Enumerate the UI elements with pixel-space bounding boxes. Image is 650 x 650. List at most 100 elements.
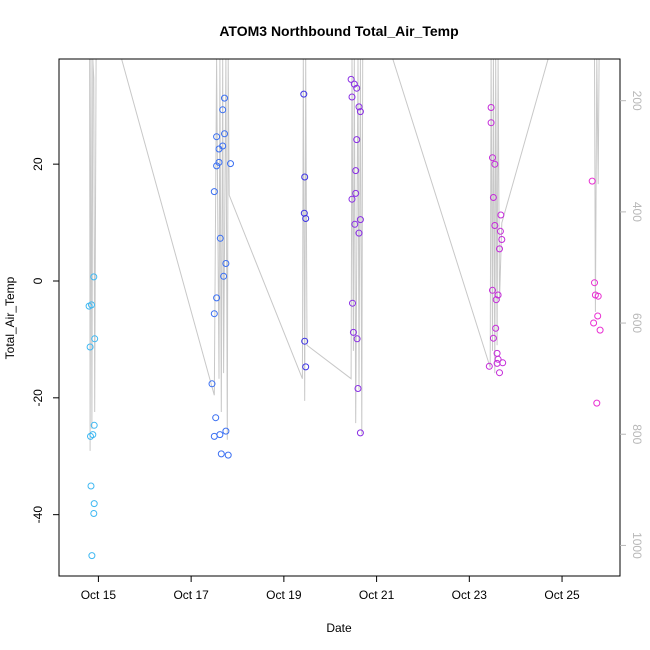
data-point xyxy=(498,236,506,243)
data-point xyxy=(492,324,500,332)
data-point xyxy=(90,500,98,508)
data-point xyxy=(354,385,362,392)
data-point xyxy=(222,260,230,267)
altitude-trace-line xyxy=(89,58,600,451)
altitude-trace-layer xyxy=(89,58,600,451)
y2-tick-label: 1000 xyxy=(630,532,644,559)
series-6 xyxy=(588,177,604,407)
series-1 xyxy=(85,273,99,560)
y2-tick-label: 200 xyxy=(630,91,644,111)
data-point xyxy=(302,363,310,371)
data-point xyxy=(87,432,94,440)
data-point xyxy=(348,93,356,101)
data-point xyxy=(302,215,310,222)
data-point xyxy=(590,319,598,327)
data-point xyxy=(221,94,228,102)
series-4 xyxy=(347,75,364,437)
data-point xyxy=(489,154,496,162)
y-axis: -40 -20 0 20 xyxy=(31,157,59,523)
data-point xyxy=(594,312,602,320)
data-point xyxy=(485,362,493,370)
data-point xyxy=(216,431,224,439)
data-point xyxy=(347,75,355,83)
data-point xyxy=(355,103,363,111)
y2-tick-label: 800 xyxy=(630,424,644,444)
data-point xyxy=(212,414,220,422)
data-point xyxy=(489,194,497,201)
data-point xyxy=(489,334,497,342)
y-tick-label: 0 xyxy=(31,277,45,284)
data-point xyxy=(213,133,221,141)
data-point xyxy=(219,142,227,150)
data-point xyxy=(494,355,502,363)
y2-tick-label: 600 xyxy=(630,313,644,333)
data-point xyxy=(491,160,499,168)
data-point xyxy=(355,229,363,237)
data-point xyxy=(301,337,309,345)
series-3 xyxy=(300,90,310,371)
data-point xyxy=(494,291,502,299)
data-point xyxy=(210,432,218,440)
data-point xyxy=(215,158,223,166)
data-point xyxy=(210,310,218,318)
data-point xyxy=(217,450,225,458)
data-point xyxy=(496,227,504,235)
data-point xyxy=(492,296,500,304)
data-point xyxy=(496,245,503,253)
data-point xyxy=(588,177,596,185)
series-5 xyxy=(485,104,507,377)
x-tick-label: Oct 23 xyxy=(452,588,488,602)
data-point xyxy=(222,427,230,435)
data-point xyxy=(352,167,360,175)
data-point xyxy=(487,104,495,111)
data-point xyxy=(499,359,507,367)
data-point xyxy=(208,380,216,388)
data-point xyxy=(356,216,364,224)
y2-tick-label: 400 xyxy=(630,202,644,222)
data-point xyxy=(90,421,98,429)
data-point xyxy=(356,429,364,437)
points-layer xyxy=(85,75,604,560)
data-point xyxy=(353,335,361,343)
data-point xyxy=(88,301,95,309)
data-point xyxy=(87,482,95,490)
data-point xyxy=(90,510,98,517)
x-axis-label: Date xyxy=(326,621,352,635)
data-point xyxy=(489,286,496,294)
chart-title: ATOM3 Northbound Total_Air_Temp xyxy=(219,23,458,39)
x-tick-label: Oct 15 xyxy=(81,588,117,602)
data-point xyxy=(487,119,495,127)
data-point xyxy=(88,552,96,560)
x-axis: Oct 15 Oct 17 Oct 19 Oct 21 Oct 23 Oct 25 xyxy=(81,576,580,602)
data-point xyxy=(221,130,228,138)
x-tick-label: Oct 25 xyxy=(544,588,580,602)
data-point xyxy=(227,160,234,168)
data-point xyxy=(224,451,232,459)
y-tick-label: -40 xyxy=(31,506,45,524)
data-point xyxy=(349,328,357,336)
data-point xyxy=(353,136,361,144)
data-point xyxy=(356,108,364,116)
x-tick-label: Oct 21 xyxy=(359,588,395,602)
data-point xyxy=(348,195,356,203)
data-point xyxy=(86,343,94,351)
data-point xyxy=(90,273,98,281)
secondary-y-axis: 200 400 600 800 1000 xyxy=(620,91,644,559)
data-point xyxy=(593,399,601,407)
y-tick-label: 20 xyxy=(31,157,45,171)
data-point xyxy=(491,222,499,229)
data-point xyxy=(353,84,361,92)
data-point xyxy=(89,431,97,439)
plot-frame xyxy=(58,58,621,577)
data-point xyxy=(216,234,224,242)
data-point xyxy=(594,292,602,300)
y-axis-label: Total_Air_Temp xyxy=(3,276,17,359)
data-point xyxy=(91,335,99,343)
x-tick-label: Oct 17 xyxy=(173,588,209,602)
data-point xyxy=(213,294,221,302)
data-point xyxy=(496,369,503,377)
y-tick-label: -20 xyxy=(31,389,45,407)
data-point xyxy=(352,189,360,197)
data-point xyxy=(349,299,356,307)
